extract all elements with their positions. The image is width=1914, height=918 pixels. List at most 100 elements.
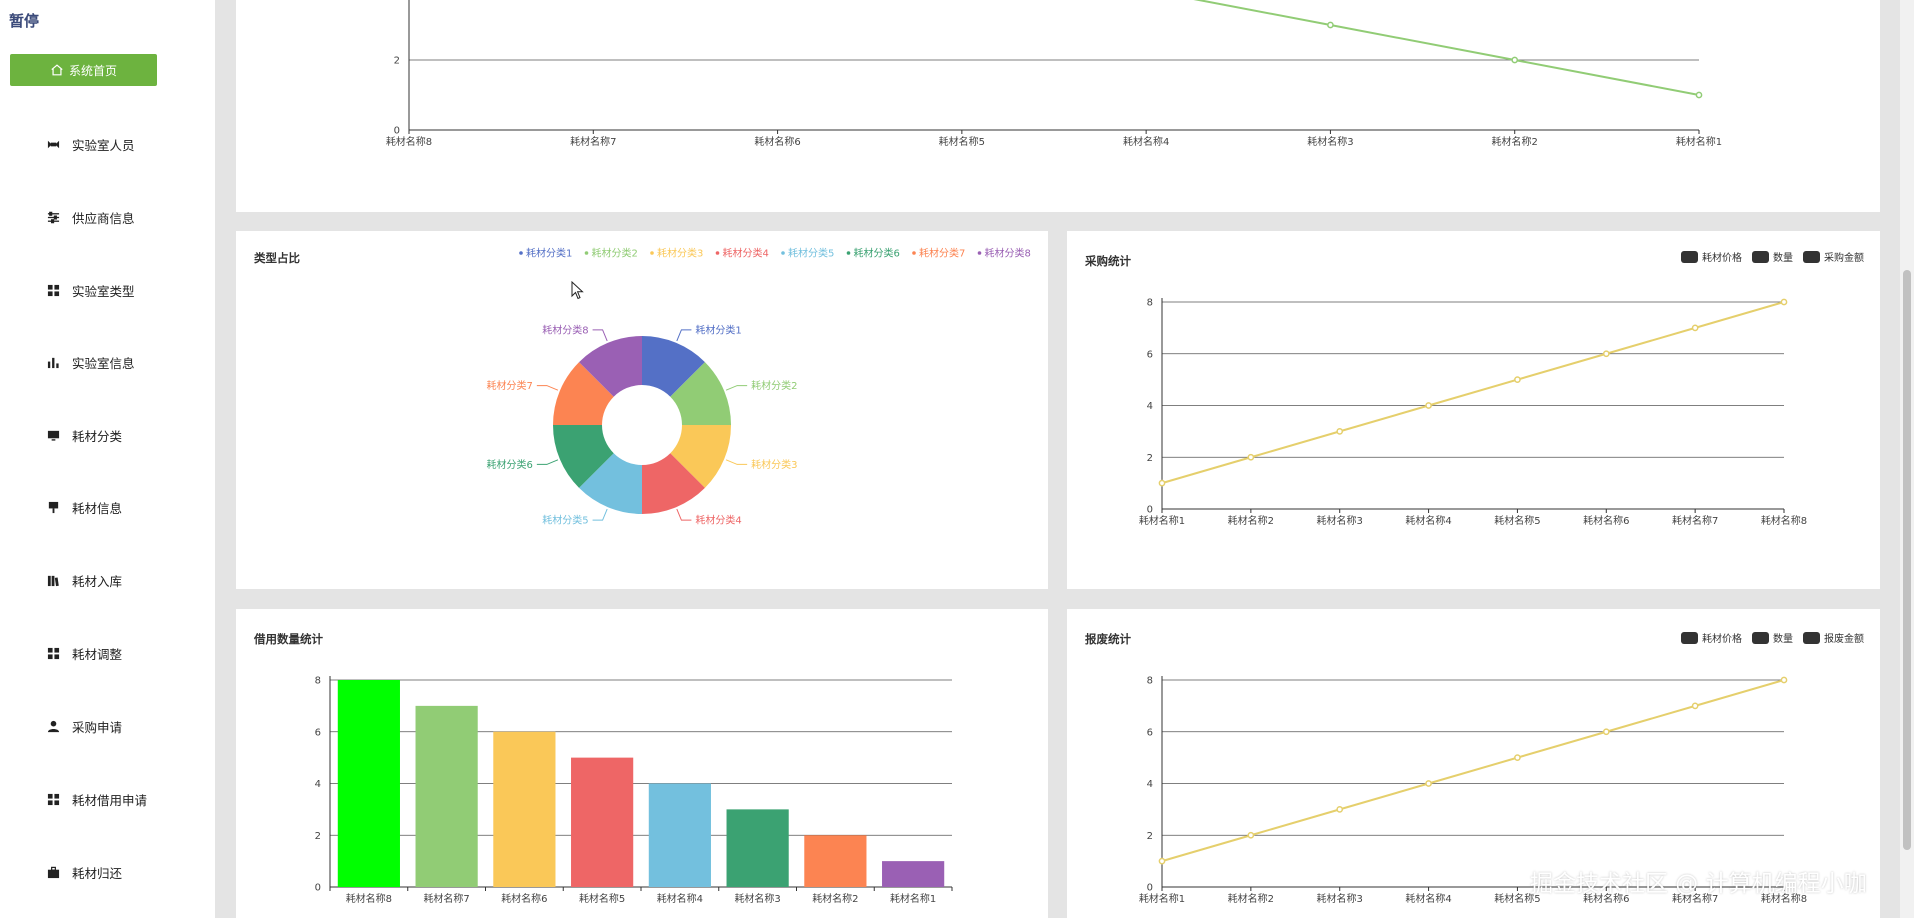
x-tick-label: 耗材名称3 [1307, 135, 1353, 148]
sidebar-item[interactable]: 耗材信息 [0, 493, 215, 521]
sidebar-item[interactable]: 供应商信息 [0, 203, 215, 231]
legend-label: 耗材价格 [1702, 634, 1742, 645]
card-title: 报废统计 [1085, 632, 1131, 646]
home-button[interactable]: 系统首页 [10, 54, 157, 86]
page-scrollbar[interactable] [1900, 0, 1914, 918]
sidebar-item-label: 耗材入库 [72, 573, 123, 589]
legend-label: 耗材价格 [1702, 253, 1742, 264]
pie-label-line [676, 508, 692, 521]
series-line [1193, 0, 1700, 96]
sidebar-item[interactable]: 耗材调整 [0, 639, 215, 667]
x-tick-label: 耗材名称2 [812, 892, 858, 905]
brand-title: 暂停 [9, 12, 40, 30]
legend-item[interactable]: 耗材价格 [1681, 630, 1742, 645]
purchase-stats-card: 采购统计 耗材价格 数量 采购金额 0 2 4 6 8 耗材名称1 耗材名称2 耗材名称3 耗材名称… [1067, 231, 1880, 589]
sidebar-item[interactable]: 耗材分类 [0, 421, 215, 449]
y-tick-label: 4 [315, 779, 321, 790]
briefcase-icon [46, 865, 60, 879]
sidebar-item[interactable]: 实验室人员 [0, 130, 215, 158]
sidebar-item[interactable]: 耗材借用申请 [0, 785, 215, 813]
legend-item[interactable]: 数量 [1752, 249, 1793, 264]
x-tick-label: 耗材名称4 [1405, 514, 1451, 527]
pie-label-line [725, 385, 748, 391]
pie-label: 耗材分类1 [695, 323, 741, 336]
legend-label: 报废金额 [1824, 634, 1864, 645]
pie-slice [553, 362, 614, 425]
x-tick-label: 耗材名称2 [1228, 892, 1274, 905]
sidebar-item[interactable]: 实验室类型 [0, 276, 215, 304]
sidebar-item-label: 耗材归还 [72, 865, 123, 881]
data-point [1780, 298, 1788, 306]
sidebar-item[interactable]: 采购申请 [0, 712, 215, 740]
x-tick-label: 耗材名称2 [1228, 514, 1274, 527]
user-icon [46, 719, 60, 733]
legend-marker [781, 251, 785, 255]
data-point [1695, 91, 1703, 99]
x-tick-label: 耗材名称5 [579, 892, 625, 905]
x-tick-label: 耗材名称6 [501, 892, 547, 905]
legend-label: 耗材分类6 [854, 247, 900, 260]
home-button-label: 系统首页 [68, 63, 117, 78]
y-tick-label: 8 [1147, 676, 1153, 687]
library-icon [46, 573, 60, 587]
legend-marker [584, 251, 589, 255]
sidebar-item[interactable]: 耗材归还 [0, 858, 215, 886]
sidebar-item[interactable]: 实验室信息 [0, 348, 215, 376]
scrap-stats-card: 报废统计 耗材价格 数量 报废金额 0 2 4 6 8 耗材名称1 耗材名称2 耗材名称3 耗材名称… [1067, 609, 1880, 918]
sidebar-item[interactable]: 耗材入库 [0, 566, 215, 594]
type-pie-chart: 耗材分类1 耗材分类2 耗材分类3 耗材分类4 耗材分类5 耗材分类6 耗材分类7 耗材分类8… [486, 247, 1031, 527]
bar-chart-icon [46, 355, 60, 369]
x-tick-label: 耗材名称1 [1139, 514, 1185, 527]
sidebar-item-label: 实验室类型 [72, 283, 135, 299]
y-tick-label: 4 [1147, 779, 1153, 790]
legend-item[interactable]: 采购金额 [1803, 249, 1864, 264]
data-point [1158, 857, 1166, 865]
scrollbar-thumb[interactable] [1903, 270, 1911, 850]
legend-item[interactable]: 数量 [1752, 630, 1793, 645]
legend-marker [650, 251, 654, 255]
legend-item[interactable]: 耗材价格 [1681, 249, 1742, 264]
bar [571, 757, 634, 887]
y-tick-label: 2 [394, 56, 400, 67]
legend-label: 数量 [1773, 634, 1793, 645]
pie-label-line [592, 508, 608, 521]
pie-label: 耗材分类7 [486, 379, 532, 392]
legend-marker [715, 251, 720, 255]
legend-item[interactable]: 报废金额 [1803, 630, 1864, 645]
x-tick-label: 耗材名称2 [1492, 135, 1538, 148]
grid-icon [46, 792, 60, 806]
legend-swatch [1681, 250, 1698, 263]
mouse-cursor-icon [571, 281, 584, 300]
pie-slice [553, 425, 614, 488]
borrow-stats-card: 借用数量统计 0 2 4 6 8 耗材名称8 耗材名称7 耗材名称6 耗材名称5 耗材名称4 耗材名… [236, 609, 1048, 918]
y-tick-label: 2 [315, 831, 321, 842]
home-icon [50, 63, 64, 77]
legend-label: 耗材分类2 [592, 247, 638, 260]
y-tick-label: 6 [1147, 349, 1153, 360]
x-tick-label: 耗材名称4 [1123, 135, 1169, 148]
x-tick-label: 耗材名称6 [1583, 514, 1629, 527]
x-tick-label: 耗材名称7 [1672, 514, 1718, 527]
x-tick-label: 耗材名称5 [1494, 514, 1540, 527]
legend-label: 耗材分类4 [723, 247, 769, 260]
legend-swatch [1803, 250, 1820, 263]
data-point [1511, 56, 1519, 64]
x-tick-label: 耗材名称3 [1317, 514, 1363, 527]
legend-label: 采购金额 [1824, 253, 1864, 264]
y-tick-label: 6 [315, 727, 321, 738]
legend-label: 耗材分类8 [985, 247, 1031, 260]
x-tick-label: 耗材名称3 [734, 892, 780, 905]
sidebar-item-label: 供应商信息 [72, 210, 135, 226]
x-tick-label: 耗材名称4 [1405, 892, 1451, 905]
purchase-line-chart: 0 2 4 6 8 耗材名称1 耗材名称2 耗材名称3 耗材名称4 耗材名称5 耗材名称6 耗材名称7… [1139, 298, 1807, 528]
sidebar: 暂停 系统首页 实验室人员供应商信息实验室类型实验室信息耗材分类耗材信息耗材入库… [0, 0, 215, 918]
pie-label-line [676, 329, 692, 342]
sidebar-item-label: 实验室人员 [72, 137, 135, 153]
data-point [1425, 780, 1432, 787]
pie-label-line [536, 385, 559, 391]
pie-label: 耗材分类5 [542, 514, 588, 527]
series-line [1161, 679, 1785, 863]
pie-slice [642, 453, 705, 514]
legend-marker [977, 251, 982, 255]
data-point [1514, 376, 1521, 383]
